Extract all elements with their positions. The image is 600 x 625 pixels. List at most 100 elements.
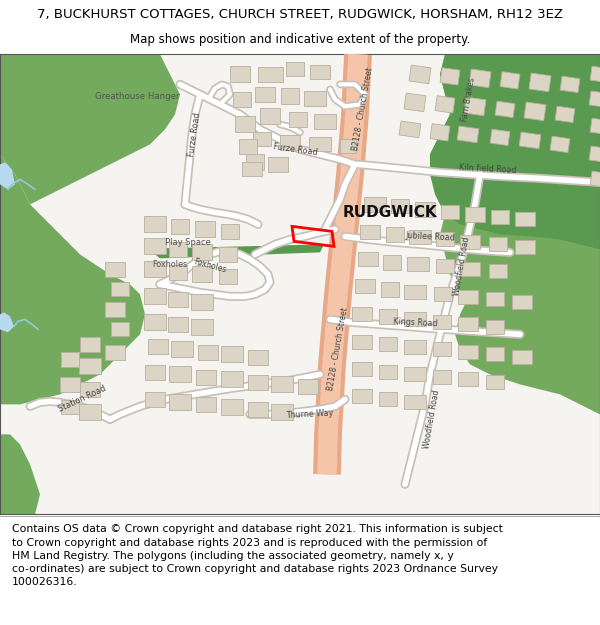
Bar (257, 67, 283, 82)
Bar (352, 389, 372, 403)
Bar (196, 370, 216, 385)
Bar (458, 346, 478, 359)
Bar (379, 338, 397, 351)
Bar (358, 253, 378, 266)
Polygon shape (0, 162, 15, 189)
Bar (255, 87, 275, 102)
Bar (253, 132, 271, 146)
Bar (144, 238, 166, 254)
Bar (310, 66, 330, 79)
Bar (436, 259, 454, 273)
Bar (589, 146, 600, 162)
Text: Furze Road: Furze Road (187, 112, 203, 157)
Bar (560, 76, 580, 92)
Bar (489, 264, 507, 278)
Bar (407, 258, 429, 271)
Bar (268, 157, 288, 172)
Bar (280, 135, 300, 150)
Bar (486, 292, 504, 306)
Bar (168, 317, 188, 332)
Polygon shape (155, 244, 324, 258)
Bar (433, 371, 451, 384)
Bar (111, 322, 129, 336)
Polygon shape (0, 54, 145, 514)
Bar (589, 91, 600, 108)
Text: B2128 - Church Street: B2128 - Church Street (326, 307, 350, 392)
Text: 7, BUCKHURST COTTAGES, CHURCH STREET, RUDGWICK, HORSHAM, RH12 3EZ: 7, BUCKHURST COTTAGES, CHURCH STREET, RU… (37, 8, 563, 21)
Bar (79, 404, 101, 421)
Bar (457, 126, 479, 142)
Bar (386, 227, 404, 242)
Bar (486, 321, 504, 334)
Bar (248, 350, 268, 365)
Bar (433, 342, 451, 356)
Bar (233, 92, 251, 107)
Bar (271, 404, 293, 421)
Bar (298, 379, 318, 394)
Bar (381, 282, 399, 297)
Bar (399, 121, 421, 138)
Bar (239, 139, 257, 154)
Polygon shape (0, 54, 180, 204)
Bar (171, 341, 193, 357)
Bar (246, 154, 264, 171)
Bar (512, 296, 532, 309)
Bar (171, 219, 189, 234)
Bar (489, 238, 507, 251)
Bar (192, 266, 212, 282)
Bar (404, 368, 426, 381)
Bar (230, 66, 250, 82)
Text: Greathouse Hanger: Greathouse Hanger (95, 92, 179, 101)
Bar (169, 265, 187, 280)
Bar (500, 72, 520, 89)
Bar (219, 247, 237, 262)
Text: Farn Brakes: Farn Brakes (460, 76, 476, 122)
Bar (458, 318, 478, 331)
Bar (590, 66, 600, 82)
Polygon shape (430, 54, 600, 514)
Bar (524, 102, 546, 121)
Bar (60, 377, 80, 392)
Bar (169, 242, 187, 257)
Bar (360, 226, 380, 239)
Bar (198, 345, 218, 360)
Bar (529, 73, 551, 92)
Bar (221, 399, 243, 416)
Bar (221, 224, 239, 239)
Bar (458, 291, 478, 304)
Bar (221, 346, 243, 362)
Bar (464, 97, 486, 116)
Bar (168, 292, 188, 307)
Bar (515, 241, 535, 254)
Bar (435, 96, 455, 113)
Bar (590, 171, 600, 187)
Bar (309, 138, 331, 151)
Bar (404, 341, 426, 354)
Bar (383, 255, 401, 270)
Bar (221, 371, 243, 388)
Bar (289, 112, 307, 127)
Bar (144, 314, 166, 331)
Bar (271, 376, 293, 392)
Text: Play Space: Play Space (165, 238, 211, 247)
Bar (495, 101, 515, 118)
Bar (105, 345, 125, 360)
Bar (555, 106, 575, 123)
Bar (404, 286, 426, 299)
Bar (352, 308, 372, 321)
Bar (195, 221, 215, 238)
Bar (379, 309, 397, 324)
Bar (379, 392, 397, 406)
Bar (404, 312, 426, 326)
Bar (409, 65, 431, 84)
Bar (460, 236, 480, 249)
Text: RUDGWICK: RUDGWICK (343, 205, 437, 220)
Bar (235, 116, 255, 132)
Bar (79, 358, 101, 374)
Text: Kiln field Road: Kiln field Road (459, 163, 517, 176)
Bar (304, 91, 326, 106)
Bar (242, 162, 262, 176)
Bar (169, 366, 191, 382)
Bar (486, 376, 504, 389)
Text: Furze Road: Furze Road (272, 142, 317, 157)
